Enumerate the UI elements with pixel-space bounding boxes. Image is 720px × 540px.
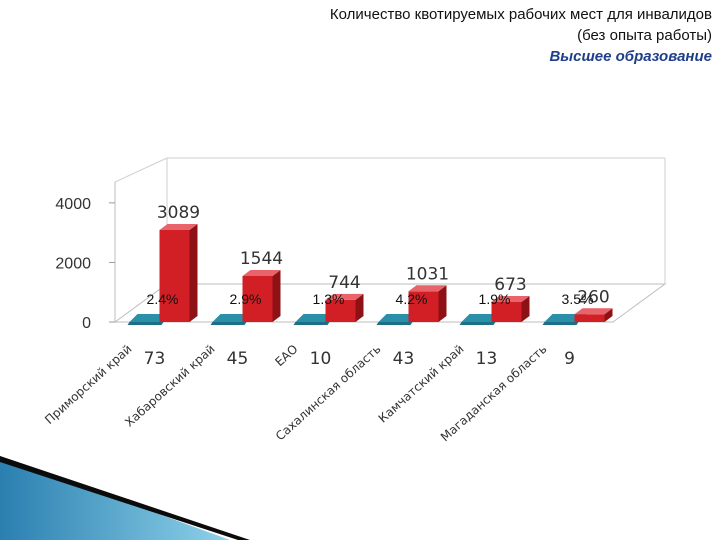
blue-value-label: 9 bbox=[564, 349, 575, 369]
red-bar-side bbox=[272, 270, 281, 322]
blue-value-label: 10 bbox=[310, 349, 332, 369]
red-bar-side bbox=[521, 295, 530, 322]
red-value-label: 744 bbox=[328, 273, 360, 293]
blue-bar-edge bbox=[542, 322, 579, 325]
blue-value-label: 73 bbox=[144, 349, 166, 369]
percent-label: 2.4% bbox=[147, 291, 179, 307]
blue-value-label: 45 bbox=[227, 349, 249, 369]
red-value-label: 1544 bbox=[240, 249, 283, 269]
red-bar-top bbox=[159, 223, 198, 230]
frame-edge bbox=[114, 157, 168, 183]
blue-value-label: 13 bbox=[476, 349, 498, 369]
blue-bar-edge bbox=[210, 322, 247, 325]
blue-value-label: 43 bbox=[393, 349, 415, 369]
chart-title-line2: (без опыта работы) bbox=[577, 27, 712, 44]
red-value-label: 673 bbox=[494, 275, 526, 295]
red-bar-front bbox=[325, 299, 356, 322]
red-bar-top bbox=[491, 295, 530, 302]
red-bar-top bbox=[242, 270, 281, 277]
y-tick-label: 4000 bbox=[55, 196, 91, 213]
red-bar-side bbox=[189, 223, 198, 322]
red-value-label: 1031 bbox=[406, 264, 449, 284]
red-bar-front bbox=[242, 276, 273, 322]
percent-label: 4.2% bbox=[396, 291, 428, 307]
blue-bar-edge bbox=[293, 322, 330, 325]
blue-bar-edge bbox=[376, 322, 413, 325]
back-wall bbox=[115, 158, 665, 322]
percent-label: 1.3% bbox=[313, 291, 345, 307]
percent-label: 2.9% bbox=[230, 291, 262, 307]
red-bar-top bbox=[574, 308, 613, 315]
red-bar-front bbox=[491, 301, 522, 322]
red-bar-top bbox=[325, 293, 364, 300]
red-value-label: 260 bbox=[577, 287, 609, 307]
chart-header: Количество квотируемых рабочих мест для … bbox=[112, 4, 712, 67]
blue-bar-edge bbox=[459, 322, 496, 325]
blue-bar-edge bbox=[127, 322, 164, 325]
red-bar-top bbox=[408, 285, 447, 292]
y-tick-label: 0 bbox=[82, 315, 91, 332]
red-bar-side bbox=[355, 293, 364, 322]
bar-series bbox=[127, 223, 613, 325]
chart-title-line1: Количество квотируемых рабочих мест для … bbox=[329, 6, 712, 23]
red-bar-side bbox=[604, 308, 613, 322]
red-bar-front bbox=[159, 229, 190, 322]
percent-label: 1.9% bbox=[479, 291, 511, 307]
red-bar-front bbox=[408, 291, 439, 322]
y-axis: 0 2000 4000 bbox=[55, 196, 115, 332]
red-bar-front bbox=[574, 314, 605, 322]
y-tick-label: 2000 bbox=[55, 255, 91, 272]
red-value-label: 3089 bbox=[157, 203, 200, 223]
chart-subtitle: Высшее образование bbox=[549, 48, 712, 65]
percent-label: 3.5% bbox=[562, 291, 594, 307]
red-bar-side bbox=[438, 285, 447, 322]
